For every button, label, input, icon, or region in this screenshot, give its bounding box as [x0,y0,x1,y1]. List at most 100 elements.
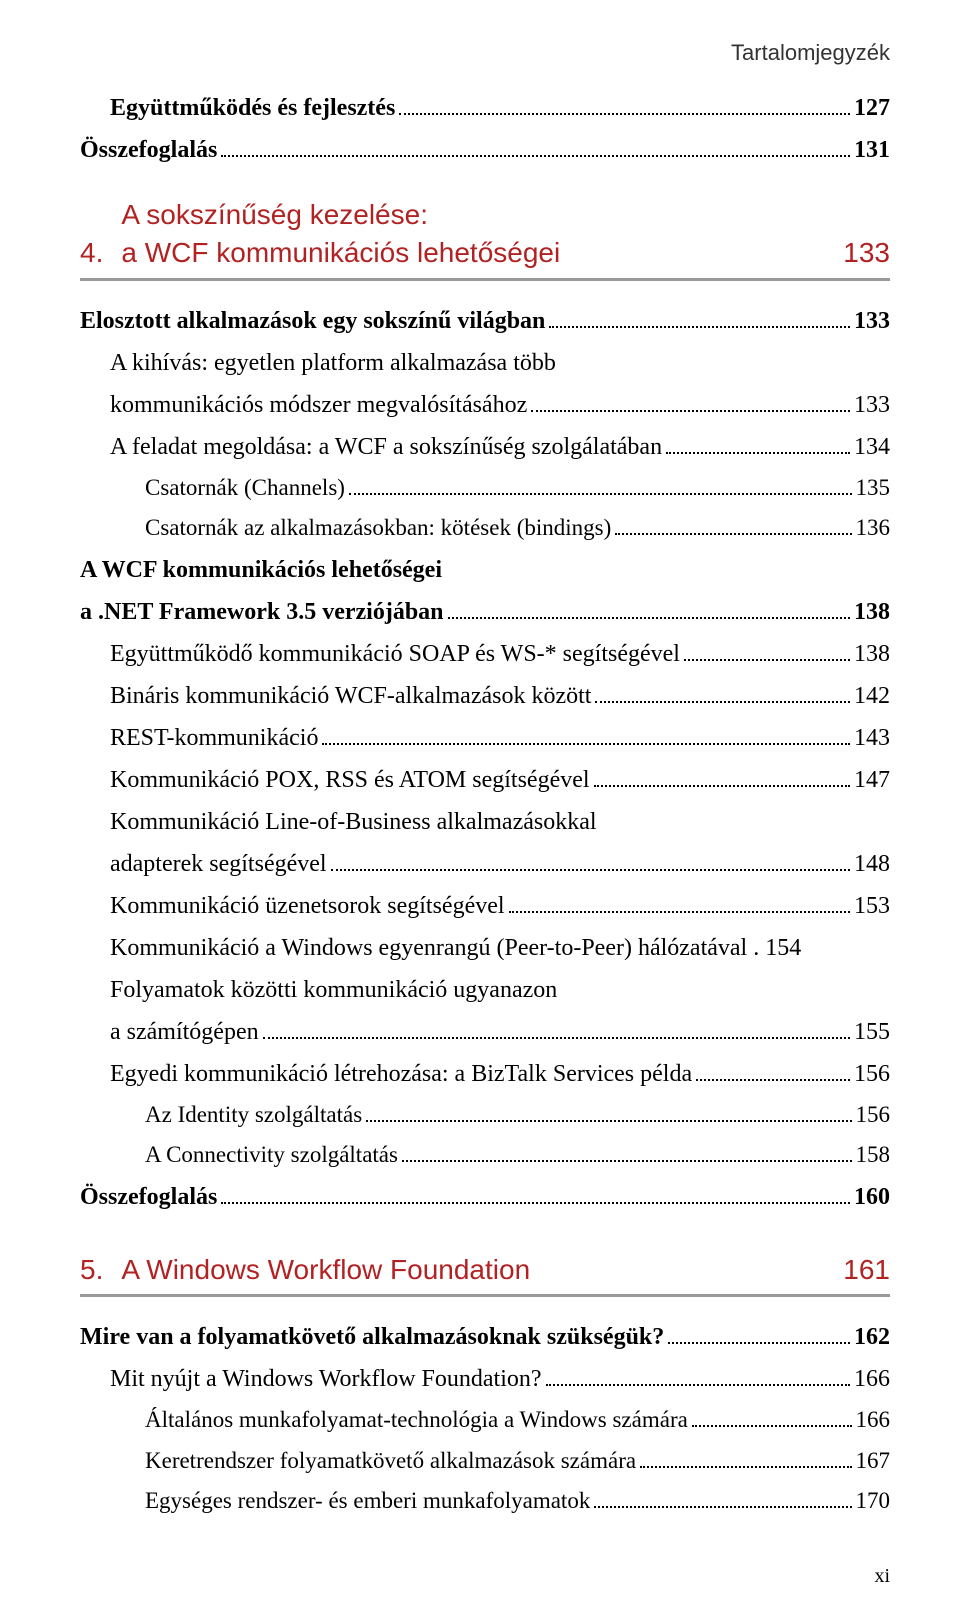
chapter-number: 5. [80,1251,103,1289]
toc-entry: Elosztott alkalmazások egy sokszínű vilá… [80,303,890,339]
toc-dots [221,1202,850,1204]
toc-dots [546,1384,850,1386]
toc-label: adapterek segítségével [110,846,327,882]
toc-ch5-entries: Mire van a folyamatkövető alkalmazásokna… [80,1319,890,1519]
toc-entry: Kommunikáció Line-of-Business alkalmazás… [110,804,890,840]
toc-label: Kommunikáció a Windows egyenrangú (Peer-… [110,930,747,966]
toc-ch4-entries: Elosztott alkalmazások egy sokszínű vilá… [80,303,890,1215]
toc-page: 156 [856,1098,891,1133]
toc-entry: Folyamatok közötti kommunikáció ugyanazo… [110,972,890,1008]
toc-label: A kihívás: egyetlen platform alkalmazása… [110,345,556,381]
toc-label: Folyamatok közötti kommunikáció ugyanazo… [110,972,557,1008]
toc-dots [692,1425,852,1427]
toc-dots [331,869,850,871]
toc-dots [448,617,850,619]
toc-page: 166 [854,1361,890,1397]
toc-entry: REST-kommunikáció143 [110,720,890,756]
toc-entry: a .NET Framework 3.5 verziójában 138 [80,594,890,630]
toc-label: Mit nyújt a Windows Workflow Foundation? [110,1361,542,1397]
toc-label: Együttműködő kommunikáció SOAP és WS-* s… [110,636,680,672]
toc-page: 153 [854,888,890,924]
toc-page: 138 [854,594,890,630]
toc-page: 127 [854,90,890,126]
toc-label: Összefoglalás [80,132,217,168]
toc-label: Egységes rendszer- és emberi munkafolyam… [145,1484,590,1519]
toc-page: 167 [856,1444,891,1479]
toc-entry: Egyedi kommunikáció létrehozása: a BizTa… [110,1056,890,1092]
toc-dots [594,785,850,787]
chapter-title-line1: A sokszínűség kezelése: [121,199,428,230]
toc-page: . 154 [753,930,801,966]
toc-dots [595,701,850,703]
toc-page: 135 [856,471,891,506]
toc-dots [615,533,851,535]
toc-entry: Egységes rendszer- és emberi munkafolyam… [145,1484,890,1519]
toc-dots [402,1160,852,1162]
toc-dots [640,1466,851,1468]
page-footer-number: xi [874,1565,890,1588]
toc-entry: Csatornák (Channels) 135 [145,471,890,506]
toc-page: 148 [854,846,890,882]
toc-label: a .NET Framework 3.5 verziójában [80,594,444,630]
toc-page: 158 [856,1138,891,1173]
toc-dots [322,743,850,745]
chapter-number: 4. [80,234,103,272]
toc-entry: adapterek segítségével 148 [110,846,890,882]
toc-page: 134 [854,429,890,465]
toc-page: 142 [854,678,890,714]
toc-entry: Mit nyújt a Windows Workflow Foundation?… [110,1361,890,1397]
toc-entry: A WCF kommunikációs lehetőségei [80,552,890,588]
chapter-title: A sokszínűség kezelése: a WCF kommunikác… [121,196,819,272]
toc-label: Kommunikáció Line-of-Business alkalmazás… [110,804,597,840]
chapter-separator [80,1294,890,1297]
chapter-title-line2: a WCF kommunikációs lehetőségei [121,237,560,268]
toc-dots [366,1120,851,1122]
toc-entry: Kommunikáció a Windows egyenrangú (Peer-… [110,930,890,966]
toc-entry: Összefoglalás131 [80,132,890,168]
chapter-title: A Windows Workflow Foundation [121,1251,819,1289]
toc-label: Mire van a folyamatkövető alkalmazásokna… [80,1319,664,1355]
toc-label: Egyedi kommunikáció létrehozása: a BizTa… [110,1056,692,1092]
toc-label: Általános munkafolyamat-technológia a Wi… [145,1403,688,1438]
toc-entry: Az Identity szolgáltatás156 [145,1098,890,1133]
toc-page: 170 [856,1484,891,1519]
toc-label: Bináris kommunikáció WCF-alkalmazások kö… [110,678,591,714]
toc-dots [668,1342,850,1344]
toc-entry: A Connectivity szolgáltatás 158 [145,1138,890,1173]
toc-label: A Connectivity szolgáltatás [145,1138,398,1173]
toc-page: 133 [854,303,890,339]
toc-entry: a számítógépen155 [110,1014,890,1050]
toc-page: 147 [854,762,890,798]
toc-page: 156 [854,1056,890,1092]
toc-page: 162 [854,1319,890,1355]
toc-label: a számítógépen [110,1014,259,1050]
chapter-page: 133 [843,234,890,272]
toc-entry: kommunikációs módszer megvalósításához13… [110,387,890,423]
toc-dots [349,493,852,495]
toc-entry: Keretrendszer folyamatkövető alkalmazáso… [145,1444,890,1479]
toc-entry: Kommunikáció üzenetsorok segítségével 153 [110,888,890,924]
toc-label: Keretrendszer folyamatkövető alkalmazáso… [145,1444,636,1479]
toc-dots [684,659,850,661]
toc-dots [263,1037,850,1039]
toc-dots [696,1079,850,1081]
toc-label: Összefoglalás [80,1179,217,1215]
toc-label: A WCF kommunikációs lehetőségei [80,552,442,588]
toc-entry: A feladat megoldása: a WCF a sokszínűség… [110,429,890,465]
toc-entry: A kihívás: egyetlen platform alkalmazása… [110,345,890,381]
toc-page: 160 [854,1179,890,1215]
toc-entry: Kommunikáció POX, RSS és ATOM segítségév… [110,762,890,798]
chapter-page: 161 [843,1251,890,1289]
toc-label: Kommunikáció POX, RSS és ATOM segítségév… [110,762,590,798]
toc-page: 143 [854,720,890,756]
chapter-5-heading: 5. A Windows Workflow Foundation 161 [80,1251,890,1289]
toc-label: Csatornák (Channels) [145,471,345,506]
toc-dots [509,911,850,913]
toc-page: 136 [856,511,891,546]
toc-pre-entries: Együttműködés és fejlesztés127Összefogla… [80,90,890,168]
toc-label: Kommunikáció üzenetsorok segítségével [110,888,505,924]
toc-label: A feladat megoldása: a WCF a sokszínűség… [110,429,662,465]
toc-entry: Összefoglalás 160 [80,1179,890,1215]
toc-page: 133 [854,387,890,423]
toc-label: Elosztott alkalmazások egy sokszínű vilá… [80,303,545,339]
